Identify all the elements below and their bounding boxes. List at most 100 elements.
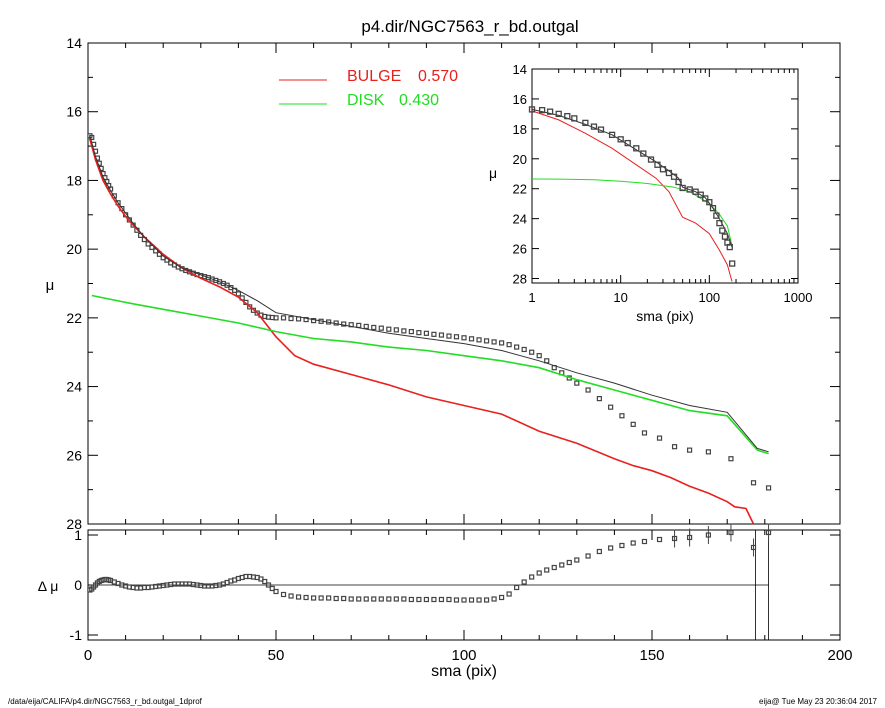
res-x-tick-label: 200 (827, 647, 852, 664)
inset-data-point (706, 199, 713, 206)
residual-point (371, 596, 377, 602)
residual-point (295, 594, 302, 600)
residual-point (491, 596, 497, 602)
data-point (536, 353, 542, 359)
data-point (630, 421, 636, 427)
data-point (750, 480, 757, 486)
data-point (619, 413, 625, 419)
residual-point (559, 562, 565, 568)
y-tick-label: 16 (66, 104, 82, 120)
data-point (303, 316, 309, 323)
residual-point (585, 553, 591, 559)
data-point (596, 395, 602, 402)
inset-data-point (654, 161, 661, 168)
res-x-tick-label: 150 (639, 647, 664, 664)
data-point (544, 358, 550, 364)
residual-point (461, 597, 467, 603)
data-point (446, 333, 452, 339)
residual-point (506, 591, 512, 597)
main-model-lines (89, 135, 769, 525)
residual-point (596, 548, 602, 555)
inset-y-tick-label: 18 (513, 122, 527, 137)
residual-point (536, 570, 542, 576)
residual-point (378, 596, 384, 602)
data-point (574, 380, 580, 386)
data-point (288, 315, 294, 322)
inset-data-point (617, 136, 624, 143)
data-point (529, 349, 535, 355)
inset-data-point (555, 110, 562, 118)
data-point (89, 134, 95, 141)
inset-data-point (659, 166, 667, 173)
inset-data-point (729, 260, 736, 267)
data-point (235, 291, 241, 297)
residual-point (303, 594, 309, 601)
inset-frame (531, 68, 799, 284)
inset-data-point (647, 156, 655, 163)
residual-point (468, 597, 475, 603)
residual-point (438, 596, 445, 603)
residual-point (671, 535, 678, 542)
inset-data-point (633, 145, 640, 152)
residual-point (446, 596, 452, 603)
footer-path: /data/eija/CALIFA/p4.dir/NGC7563_r_bd.ou… (8, 697, 203, 706)
data-point (311, 318, 317, 324)
legend-value-disk: 0.430 (399, 92, 439, 109)
residual-point (262, 578, 268, 585)
residual-point (619, 542, 625, 549)
data-point (641, 430, 648, 436)
data-point (585, 387, 591, 393)
data-point (461, 335, 467, 341)
residual-point (551, 564, 557, 571)
inset-y-tick-label: 26 (513, 242, 527, 257)
inset-y-tick-label: 20 (513, 152, 527, 167)
residual-point (514, 584, 520, 591)
data-point (145, 241, 151, 247)
data-point (247, 304, 253, 310)
y-tick-label: 18 (66, 172, 82, 188)
inset-y-tick-label: 22 (513, 182, 527, 197)
y-tick-label: 26 (66, 447, 82, 463)
data-point (705, 449, 712, 455)
bulge-line (89, 138, 755, 525)
res-y-tick-label: 0 (74, 577, 82, 593)
inset-data-point (597, 126, 605, 133)
residual-point (265, 582, 272, 588)
inset-y-tick-label: 28 (513, 272, 527, 287)
residual-point (273, 588, 279, 595)
inset-data-point (582, 119, 589, 127)
residual-panel: 10-10 50 100 150 200 Δ μ sma (pix) (38, 523, 853, 680)
inset-data-point (697, 191, 704, 198)
residual-point (765, 529, 772, 536)
residual-point (341, 595, 347, 602)
y-tick-label: 22 (66, 310, 82, 326)
residual-point (333, 595, 339, 602)
residual-point (269, 585, 275, 592)
residual-axes: 10-10 50 100 150 200 (70, 527, 853, 664)
data-point (356, 322, 362, 329)
data-point (506, 342, 512, 348)
residual-point (401, 596, 407, 602)
data-point (341, 321, 347, 327)
residual-point (348, 596, 354, 602)
inset-data-point (528, 106, 536, 113)
residual-point (483, 597, 490, 603)
y-tick-label: 28 (66, 516, 82, 532)
data-point (514, 344, 520, 350)
residual-point (453, 597, 460, 603)
res-x-tick-label: 100 (451, 647, 476, 664)
inset-y-tick-label: 24 (513, 212, 527, 227)
inset-data-point (686, 186, 693, 193)
inset-model-lines (531, 108, 733, 282)
data-point (728, 456, 734, 462)
inset-data-point (713, 212, 720, 219)
inset-data-point (665, 169, 673, 177)
inset-disk-line (531, 178, 733, 246)
legend-value-bulge: 0.570 (418, 68, 458, 85)
disk-line (91, 294, 769, 455)
residual-data-points (87, 523, 772, 603)
inset-y-tick-label: 16 (513, 92, 527, 107)
inset-data-points (528, 106, 736, 267)
inset-data-point (608, 131, 616, 138)
residual-point (416, 596, 422, 603)
